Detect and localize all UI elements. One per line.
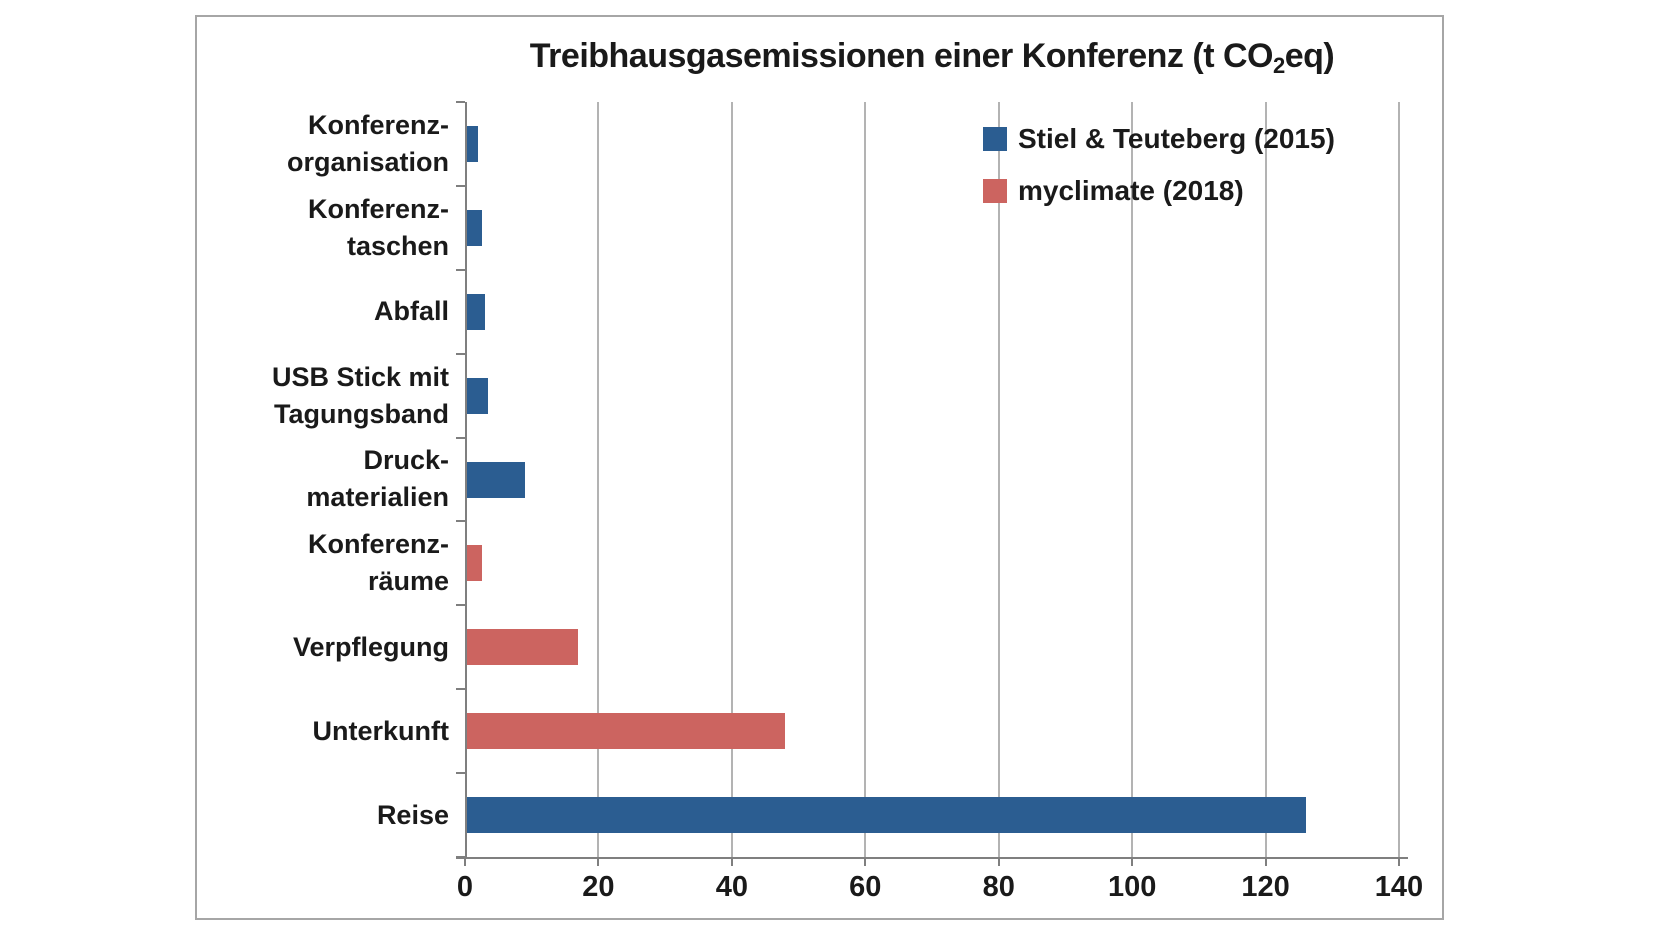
y-tick-mark-3	[456, 352, 465, 355]
legend: Stiel & Teuteberg (2015) myclimate (2018…	[983, 123, 1335, 207]
bar-usb-stick-mittagungsband	[467, 377, 489, 414]
y-tick-mark-2	[456, 268, 465, 271]
y-tick-mark-4	[456, 436, 465, 439]
x-tick-label-120: 120	[1241, 871, 1290, 903]
y-tick-mark-9	[456, 856, 465, 858]
plot-area	[456, 101, 1408, 866]
x-tick-label-100: 100	[1107, 871, 1157, 903]
y-tick-mark-6	[456, 604, 465, 607]
category-label-3: Abfall	[373, 296, 449, 327]
category-label-8: Unterkunft	[312, 715, 450, 746]
x-tick-mark-60	[864, 857, 867, 866]
bar-verpflegung	[467, 629, 579, 666]
gridline-x-20	[597, 102, 600, 857]
x-tick-label-0: 0	[456, 871, 474, 903]
category-label-2: Konferenz- taschen	[308, 193, 449, 261]
chart-title-text: Treibhausgasemissionen einer Konferenz (…	[529, 37, 1274, 75]
x-tick-mark-140	[1398, 857, 1400, 866]
legend-label-myclimate: myclimate (2018)	[1018, 175, 1244, 206]
chart-title-unit: eq)	[1284, 37, 1335, 75]
x-tick-mark-120	[1264, 857, 1267, 866]
category-label-6: Konferenz- räume	[308, 529, 449, 597]
bar-abfall	[467, 293, 485, 330]
y-axis-line	[465, 102, 467, 857]
legend-swatch-red-icon	[983, 179, 1007, 203]
legend-swatch-blue-icon	[983, 127, 1007, 151]
category-label-7: Verpflegung	[292, 631, 449, 662]
y-tick-mark-5	[456, 520, 465, 523]
bar-konferenz-räume	[467, 545, 482, 582]
category-label-5: Druck- materialien	[306, 445, 449, 513]
gridline-x-40	[730, 102, 733, 857]
bar-konferenz-taschen	[467, 209, 482, 246]
category-label-4: USB Stick mit Tagungsband	[271, 361, 449, 429]
chart-title-subscript: 2	[1272, 53, 1285, 78]
x-tick-label-140: 140	[1374, 871, 1424, 903]
y-tick-mark-1	[456, 184, 465, 187]
x-axis-line	[456, 857, 1408, 859]
x-tick-label-60: 60	[849, 871, 882, 903]
x-tick-label-80: 80	[982, 871, 1015, 903]
gridline-x-60	[864, 102, 867, 857]
chart-title: Treibhausgasemissionen einer Konferenz (…	[465, 37, 1399, 78]
x-tick-mark-0	[464, 857, 466, 866]
gridline-x-140	[1398, 102, 1400, 857]
x-tick-mark-40	[730, 857, 733, 866]
legend-item-myclimate: myclimate (2018)	[983, 175, 1335, 207]
category-label-9: Reise	[376, 799, 449, 830]
bar-druck-materialien	[467, 461, 526, 498]
y-tick-mark-0	[456, 101, 465, 103]
gridline-x-120	[1264, 102, 1267, 857]
x-tick-mark-20	[597, 857, 600, 866]
gridline-x-100	[1131, 102, 1134, 857]
x-tick-mark-80	[997, 857, 1000, 866]
x-tick-mark-100	[1131, 857, 1134, 866]
bar-unterkunft	[467, 713, 786, 750]
bar-reise	[467, 797, 1306, 834]
x-tick-label-40: 40	[715, 871, 748, 903]
bar-konferenz-organisation	[467, 125, 479, 162]
gridline-x-80	[997, 102, 1000, 857]
legend-label-stiel-teuteberg: Stiel & Teuteberg (2015)	[1018, 123, 1335, 154]
category-label-1: Konferenz- organisation	[286, 109, 449, 177]
y-tick-mark-8	[456, 772, 465, 775]
y-tick-mark-7	[456, 688, 465, 691]
legend-item-stiel-teuteberg: Stiel & Teuteberg (2015)	[983, 123, 1335, 155]
chart-frame: Treibhausgasemissionen einer Konferenz (…	[195, 15, 1444, 920]
x-tick-label-20: 20	[582, 871, 615, 903]
